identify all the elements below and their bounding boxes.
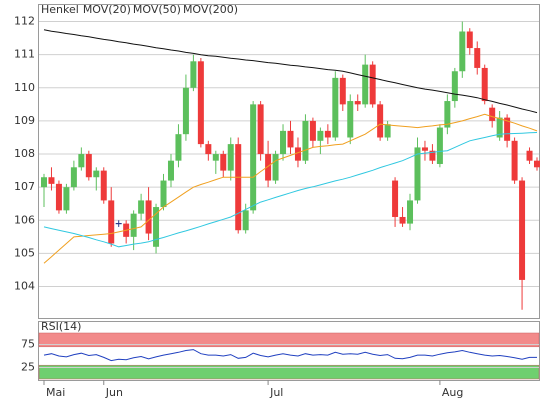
candle-body (227, 144, 234, 171)
candle-body (436, 127, 443, 164)
y-tick-label: 75 (21, 338, 35, 351)
candle-body (235, 144, 242, 231)
candle-body (294, 147, 301, 161)
candle-body (167, 160, 174, 181)
rsi-band (38, 332, 540, 348)
rsi-line (43, 349, 537, 362)
candle-body (250, 104, 257, 211)
candle-body (347, 101, 354, 138)
main-plot-frame (38, 4, 540, 319)
candle-body (474, 48, 481, 68)
candle-body (302, 120, 309, 161)
candle-body (324, 130, 331, 138)
candle-body (265, 154, 272, 181)
candle-body (309, 120, 316, 141)
candle-body (220, 154, 227, 171)
candle-body (332, 77, 339, 138)
candle-body (182, 87, 189, 135)
candle-body (511, 140, 518, 181)
candle-body (339, 77, 346, 105)
candle-body (78, 154, 85, 168)
candle-body (392, 180, 399, 217)
candle-body (93, 170, 100, 178)
ma-line (43, 132, 538, 248)
candle-body (205, 144, 212, 155)
x-tick-label: Aug (442, 386, 463, 399)
candle-body (70, 167, 77, 188)
candle-body (399, 216, 406, 224)
x-tick-label: Mai (46, 386, 65, 399)
candle-body (317, 130, 324, 141)
y-tick-label: 104 (14, 280, 35, 293)
candle-body (130, 213, 137, 237)
candle-body (526, 150, 533, 161)
candle-body (362, 64, 369, 105)
panel-title: RSI(14) (41, 320, 81, 333)
candle-body (459, 31, 466, 72)
x-tick-label: Jul (269, 386, 283, 399)
candle-body (108, 200, 115, 244)
legend-entry: MOV(20) (83, 3, 131, 16)
candle-body (41, 177, 47, 188)
candle-body (175, 134, 182, 161)
candle-body (534, 160, 540, 168)
candle-body (466, 31, 473, 49)
legend-entry: Henkel (41, 3, 79, 16)
candle-body (451, 71, 458, 102)
candle-body (257, 104, 264, 155)
y-tick-label: 112 (14, 15, 35, 28)
candle-body (212, 154, 219, 161)
candle-body (414, 147, 421, 201)
candle-body (489, 107, 496, 121)
y-tick-label: 106 (14, 213, 35, 226)
candle-body (481, 67, 488, 102)
y-tick-label: 108 (14, 147, 35, 160)
candle-body (197, 61, 204, 145)
candle-body (63, 187, 70, 211)
y-tick-label: 107 (14, 180, 35, 193)
candle-body (280, 130, 287, 155)
candle-body (160, 180, 167, 208)
candle-body (444, 101, 451, 128)
plot-layer: 104 105 106 107 108 109 110 111 112 Mai Jun Jul Aug H… (14, 3, 540, 399)
candle-body (138, 200, 145, 214)
candle-body (272, 154, 279, 181)
candle-body (242, 210, 249, 231)
candle-body (519, 180, 526, 280)
y-tick-label: 109 (14, 114, 35, 127)
y-tick-label: 110 (14, 81, 35, 94)
candle-body (85, 154, 92, 178)
candle-body (377, 104, 384, 138)
legend-background (39, 5, 225, 16)
y-tick-label: 105 (14, 246, 35, 259)
y-tick-label: 111 (14, 48, 35, 61)
ma-line (43, 29, 538, 114)
candle-body (429, 150, 436, 161)
candle-body (354, 101, 361, 105)
legend-entry: MOV(50) (133, 3, 181, 16)
candle-body (287, 130, 294, 148)
y-tick-label: 25 (21, 361, 35, 374)
x-tick-label: Jun (105, 386, 123, 399)
candle-body (421, 147, 428, 151)
candle-body (369, 64, 376, 105)
candle-body (504, 117, 511, 141)
candle-body (384, 124, 391, 138)
candle-body (407, 200, 414, 224)
candle-body (153, 207, 160, 247)
candle-body (48, 177, 55, 184)
candle-body (145, 200, 152, 234)
legend-entry: MOV(200) (183, 3, 238, 16)
candle-body (190, 61, 197, 88)
ma-line (43, 113, 538, 264)
candle-body (55, 183, 62, 211)
candle-body (100, 170, 107, 201)
candle-body (496, 117, 503, 138)
rsi-band (38, 364, 540, 380)
